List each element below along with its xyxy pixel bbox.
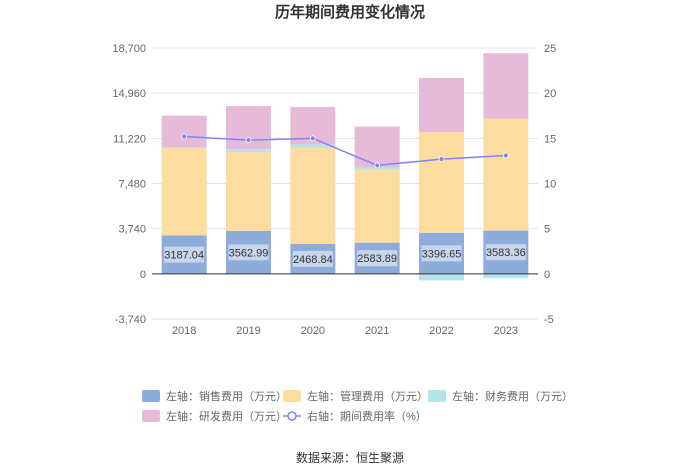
bar-segment-4 — [483, 53, 529, 119]
rate-point — [502, 152, 509, 159]
legend-label-3: 左轴：财务费用（万元） — [452, 389, 573, 403]
bar-label-bg — [357, 250, 398, 267]
bar-segment-4 — [419, 77, 464, 133]
bar-value-label: 2583.89 — [357, 253, 397, 265]
left-tick-label: 18,700 — [112, 43, 146, 55]
chart-title: 历年期间费用变化情况 — [275, 3, 425, 21]
bar-segment-2 — [290, 147, 336, 245]
x-tick-label: 2022 — [429, 325, 453, 337]
x-tick-label: 2023 — [494, 325, 518, 337]
source-text: 数据来源：恒生聚源 — [296, 450, 404, 465]
left-tick-label: 7,480 — [118, 179, 146, 191]
bar-label-bg — [485, 244, 526, 261]
bar-labels: 3187.04 3562.99 2468.84 2583.89 3396.65 3583.… — [164, 244, 526, 267]
bar-segment-4 — [354, 126, 400, 168]
bar-label-bg — [228, 244, 269, 261]
x-tick-label: 2020 — [301, 325, 325, 337]
bar-value-label: 3396.65 — [422, 248, 462, 260]
bar-segment-2 — [161, 148, 207, 236]
legend-swatch-4 — [142, 410, 160, 422]
legend-label-1: 左轴：销售费用（万元） — [166, 389, 287, 403]
rate-point — [438, 156, 445, 163]
bar-value-label: 3187.04 — [164, 250, 204, 262]
left-tick-label: 0 — [140, 269, 146, 281]
bar-segment-3 — [161, 147, 207, 149]
legend-label-4: 左轴：研发费用（万元） — [166, 409, 287, 423]
bar-label-bg — [164, 246, 205, 263]
right-tick-label: 15 — [544, 133, 556, 145]
legend-swatch-2 — [283, 390, 301, 402]
left-tick-label: 14,960 — [112, 88, 146, 100]
bar-segment-3 — [226, 149, 271, 153]
rate-point — [245, 137, 252, 144]
right-tick-label: 25 — [544, 43, 556, 55]
legend-line-marker — [287, 411, 297, 421]
left-tick-label: 11,220 — [113, 133, 146, 145]
bar-segment-4 — [161, 115, 207, 148]
bar-segment-3 — [290, 144, 336, 148]
bar-segment-2 — [483, 118, 529, 231]
x-tick-label: 2018 — [172, 325, 196, 337]
right-tick-label: 20 — [544, 88, 556, 100]
bar-value-label: 3583.36 — [486, 247, 526, 259]
left-tick-label: 3,740 — [118, 224, 146, 236]
bar-segment-3 — [483, 273, 529, 279]
bar-value-label: 2468.84 — [293, 254, 333, 266]
bar-segment-2 — [354, 169, 400, 243]
right-tick-label: -5 — [544, 314, 554, 326]
right-tick-label: 5 — [544, 224, 550, 236]
legend-label-5: 右轴：期间费用率（%） — [307, 409, 427, 423]
bars — [161, 53, 529, 281]
right-axis: -5 0 5 10 15 20 25 — [544, 43, 556, 326]
bar-label-bg — [292, 250, 333, 267]
rate-line — [184, 135, 506, 167]
x-axis: 2018 2019 2020 2021 2022 2023 — [172, 325, 518, 337]
bar-segment-3 — [419, 273, 464, 281]
right-tick-label: 0 — [544, 269, 550, 281]
legend-label-2: 左轴：管理费用（万元） — [307, 389, 428, 403]
rate-point — [309, 135, 316, 142]
rate-point — [181, 133, 188, 140]
bar-value-label: 3562.99 — [229, 247, 269, 259]
bar-segment-2 — [419, 132, 464, 233]
legend: 左轴：销售费用（万元） 左轴：管理费用（万元） 左轴：财务费用（万元） 左轴：研发费用… — [142, 389, 573, 423]
bar-segment-3 — [354, 167, 400, 170]
bar-segment-2 — [226, 152, 271, 231]
legend-swatch-1 — [142, 390, 160, 402]
expense-rate-line — [181, 133, 509, 169]
left-tick-label: -3,740 — [115, 314, 146, 326]
x-tick-label: 2021 — [365, 325, 389, 337]
right-tick-label: 10 — [544, 179, 556, 191]
x-tick-label: 2019 — [236, 325, 260, 337]
legend-swatch-3 — [428, 390, 446, 402]
bar-label-bg — [421, 245, 462, 262]
left-axis: -3,740 0 3,740 7,480 11,220 14,960 18,700 — [112, 43, 146, 326]
rate-point — [374, 162, 381, 169]
grid — [152, 47, 538, 320]
